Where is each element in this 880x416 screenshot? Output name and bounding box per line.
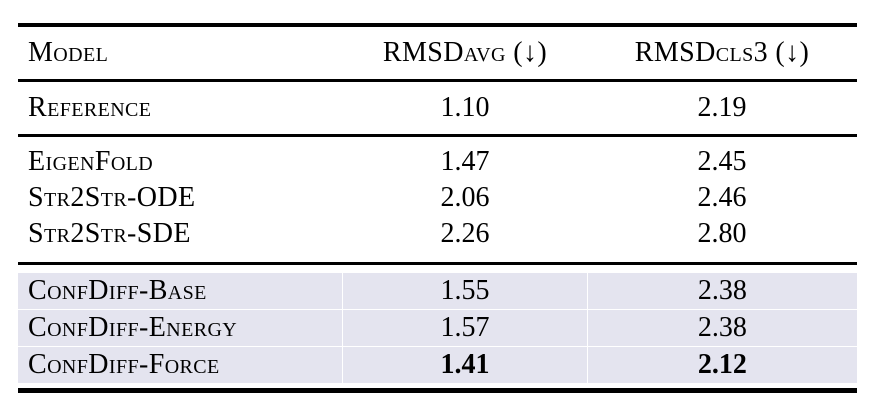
table-bottom-rule xyxy=(18,388,857,393)
highlight-top-gap xyxy=(18,265,857,273)
model-name-cell: ConfDiff-Force xyxy=(18,347,343,383)
rmsd-cls3-cell: 2.46 xyxy=(697,182,747,213)
rmsd-cls3-cell: 2.38 xyxy=(587,310,857,346)
rmsd-cls3-cell: 2.45 xyxy=(697,146,747,177)
table-row-eigenfold: EigenFold 1.47 2.45 xyxy=(18,144,857,180)
model-name-cell: EigenFold xyxy=(28,146,154,177)
model-name-cell: ConfDiff-Energy xyxy=(18,310,343,346)
rmsd-avg-cell: 2.26 xyxy=(440,218,490,249)
confdiff-highlighted-section: ConfDiff-Base 1.55 2.38 ConfDiff-Energy … xyxy=(18,273,857,383)
baselines-divider-rule xyxy=(18,262,857,265)
table-row-confdiff-force: ConfDiff-Force 1.41 2.12 xyxy=(18,347,857,383)
column-header-rmsd-avg: RMSDavg (↓) xyxy=(382,37,548,68)
rmsd-avg-cell: 1.10 xyxy=(440,92,490,123)
rmsd-cls3-cell-best: 2.12 xyxy=(587,347,857,383)
baselines-section: EigenFold 1.47 2.45 Str2Str-ODE 2.06 2.4… xyxy=(18,137,857,262)
table-row-str2str-sde: Str2Str-SDE 2.26 2.80 xyxy=(18,216,857,252)
table-header-row: Model RMSDavg (↓) RMSDcls3 (↓) xyxy=(18,27,857,79)
model-name-cell: Reference xyxy=(28,92,152,123)
rmsd-avg-cell: 2.06 xyxy=(440,182,490,213)
table-row-confdiff-base: ConfDiff-Base 1.55 2.38 xyxy=(18,273,857,309)
table-row-reference: Reference 1.10 2.19 xyxy=(18,82,857,134)
model-name-cell: ConfDiff-Base xyxy=(18,273,343,309)
rmsd-avg-cell-best: 1.41 xyxy=(343,347,587,383)
model-name-cell: Str2Str-SDE xyxy=(28,218,191,249)
rmsd-avg-cell: 1.47 xyxy=(440,146,490,177)
table-row-str2str-ode: Str2Str-ODE 2.06 2.46 xyxy=(18,180,857,216)
column-header-model: Model xyxy=(28,37,109,68)
rmsd-avg-cell: 1.57 xyxy=(343,310,587,346)
reference-divider-rule xyxy=(18,134,857,137)
results-table: Model RMSDavg (↓) RMSDcls3 (↓) Reference… xyxy=(18,23,857,393)
rmsd-avg-cell: 1.55 xyxy=(343,273,587,309)
column-header-rmsd-cls3: RMSDcls3 (↓) xyxy=(634,37,810,68)
table-row-confdiff-energy: ConfDiff-Energy 1.57 2.38 xyxy=(18,310,857,346)
header-divider-rule xyxy=(18,79,857,82)
rmsd-cls3-cell: 2.38 xyxy=(587,273,857,309)
rmsd-cls3-cell: 2.19 xyxy=(697,92,747,123)
table-top-rule xyxy=(18,23,857,27)
model-name-cell: Str2Str-ODE xyxy=(28,182,196,213)
rmsd-cls3-cell: 2.80 xyxy=(697,218,747,249)
